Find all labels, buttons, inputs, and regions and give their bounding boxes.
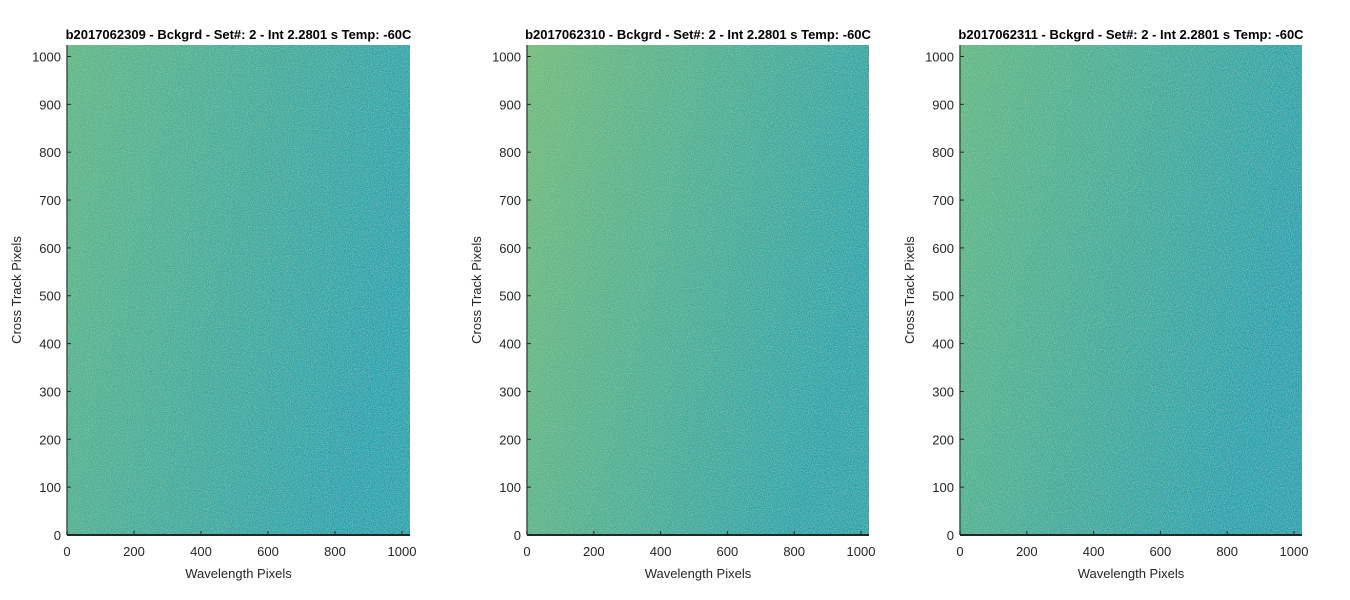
y-tick-label: 300: [932, 384, 954, 399]
y-tick-label: 800: [932, 145, 954, 160]
x-tick-label: 400: [1083, 544, 1105, 559]
x-tick-label: 800: [324, 544, 346, 559]
y-tick-label: 400: [499, 337, 521, 352]
y-tick-label: 900: [499, 97, 521, 112]
y-tick-label: 600: [499, 241, 521, 256]
x-tick-label: 800: [1216, 544, 1238, 559]
y-tick-label: 100: [932, 480, 954, 495]
y-tick-label: 700: [499, 193, 521, 208]
y-tick-label: 500: [499, 289, 521, 304]
heatmap-image: [960, 45, 1302, 535]
y-tick-label: 900: [39, 97, 61, 112]
y-tick-label: 800: [499, 145, 521, 160]
y-tick-label: 800: [39, 145, 61, 160]
y-axis-label: Cross Track Pixels: [902, 236, 917, 344]
chart-title: b2017062311 - Bckgrd - Set#: 2 - Int 2.2…: [958, 27, 1304, 42]
x-tick-label: 0: [63, 544, 70, 559]
y-tick-label: 200: [932, 432, 954, 447]
x-tick-label: 400: [650, 544, 672, 559]
y-tick-label: 0: [514, 528, 521, 543]
x-tick-label: 600: [1150, 544, 1172, 559]
heatmap-image: [67, 45, 410, 535]
y-tick-label: 1000: [925, 49, 954, 64]
y-tick-label: 700: [39, 193, 61, 208]
y-axis-label: Cross Track Pixels: [9, 236, 24, 344]
chart-title: b2017062309 - Bckgrd - Set#: 2 - Int 2.2…: [66, 27, 412, 42]
y-tick-label: 300: [39, 384, 61, 399]
x-tick-label: 600: [257, 544, 279, 559]
y-axis-label: Cross Track Pixels: [469, 236, 484, 344]
y-tick-label: 100: [499, 480, 521, 495]
x-tick-label: 200: [583, 544, 605, 559]
x-tick-label: 800: [783, 544, 805, 559]
subplot-1: 0 200 400 600 800 1000 0 100 200 300 400 500 600 700 8…: [9, 27, 416, 581]
subplot-3: 0 200 400 600 800 1000 0 100 200 300 400 500 600 700 8…: [902, 27, 1308, 581]
y-tick-label: 600: [39, 241, 61, 256]
x-axis-label: Wavelength Pixels: [645, 566, 752, 581]
y-tick-label: 0: [54, 528, 61, 543]
x-tick-label: 0: [956, 544, 963, 559]
y-tick-label: 100: [39, 480, 61, 495]
chart-title: b2017062310 - Bckgrd - Set#: 2 - Int 2.2…: [525, 27, 871, 42]
x-tick-label: 1000: [388, 544, 417, 559]
y-tick-label: 400: [39, 337, 61, 352]
subplot-2: 0 200 400 600 800 1000 0 100 200 300 400 500 600 700 8…: [469, 27, 875, 581]
x-tick-label: 1000: [847, 544, 876, 559]
x-axis-label: Wavelength Pixels: [185, 566, 292, 581]
y-tick-label: 300: [499, 384, 521, 399]
y-tick-label: 200: [499, 432, 521, 447]
x-tick-label: 200: [1016, 544, 1038, 559]
y-tick-label: 200: [39, 432, 61, 447]
y-tick-label: 700: [932, 193, 954, 208]
y-tick-label: 600: [932, 241, 954, 256]
y-tick-label: 1000: [492, 49, 521, 64]
x-tick-label: 400: [190, 544, 212, 559]
y-tick-label: 0: [947, 528, 954, 543]
y-tick-label: 900: [932, 97, 954, 112]
x-tick-label: 1000: [1280, 544, 1309, 559]
y-tick-label: 500: [932, 289, 954, 304]
x-axis-label: Wavelength Pixels: [1078, 566, 1185, 581]
x-tick-label: 0: [523, 544, 530, 559]
heatmap-image: [527, 45, 869, 535]
y-tick-label: 500: [39, 289, 61, 304]
x-tick-label: 200: [123, 544, 145, 559]
x-tick-label: 600: [717, 544, 739, 559]
y-tick-label: 1000: [32, 49, 61, 64]
y-tick-label: 400: [932, 337, 954, 352]
